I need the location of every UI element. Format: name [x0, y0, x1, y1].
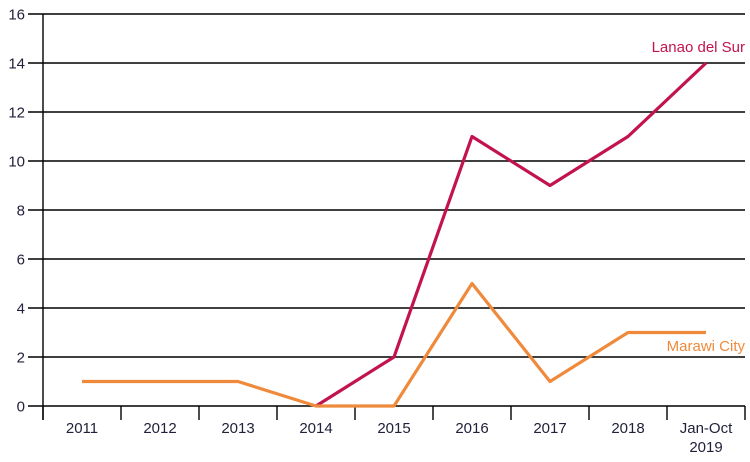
- x-axis-label-2011: 2011: [66, 420, 98, 437]
- series-line-marawi-city: [82, 281, 706, 408]
- x-axis-label-2017: 2017: [533, 420, 566, 437]
- y-axis-label-0: 0: [17, 399, 25, 416]
- x-axis-label-2012: 2012: [143, 420, 176, 437]
- y-axis-label-16: 16: [8, 7, 25, 24]
- x-axis-label-2016: 2016: [455, 420, 488, 437]
- y-axis-label-8: 8: [17, 203, 25, 220]
- y-axis-label-12: 12: [8, 105, 25, 122]
- x-axis-label-2013: 2013: [221, 420, 254, 437]
- series-line-lanao-del-sur: [315, 61, 708, 408]
- x-axis-label-2018: 2018: [611, 420, 644, 437]
- y-axis-label-2: 2: [17, 350, 25, 367]
- x-axis-label-jan-oct-2019: Jan-Oct 2019: [680, 420, 733, 456]
- x-axis-label-2014: 2014: [299, 420, 332, 437]
- y-axis-label-4: 4: [17, 301, 25, 318]
- y-axis-label-14: 14: [8, 56, 25, 73]
- y-axis-label-6: 6: [17, 252, 25, 269]
- series-label-lanao-del-sur: Lanao del Sur: [652, 39, 745, 56]
- series-label-marawi-city: Marawi City: [667, 338, 746, 355]
- x-axis-label-2015: 2015: [377, 420, 410, 437]
- y-axis-label-10: 10: [8, 154, 25, 171]
